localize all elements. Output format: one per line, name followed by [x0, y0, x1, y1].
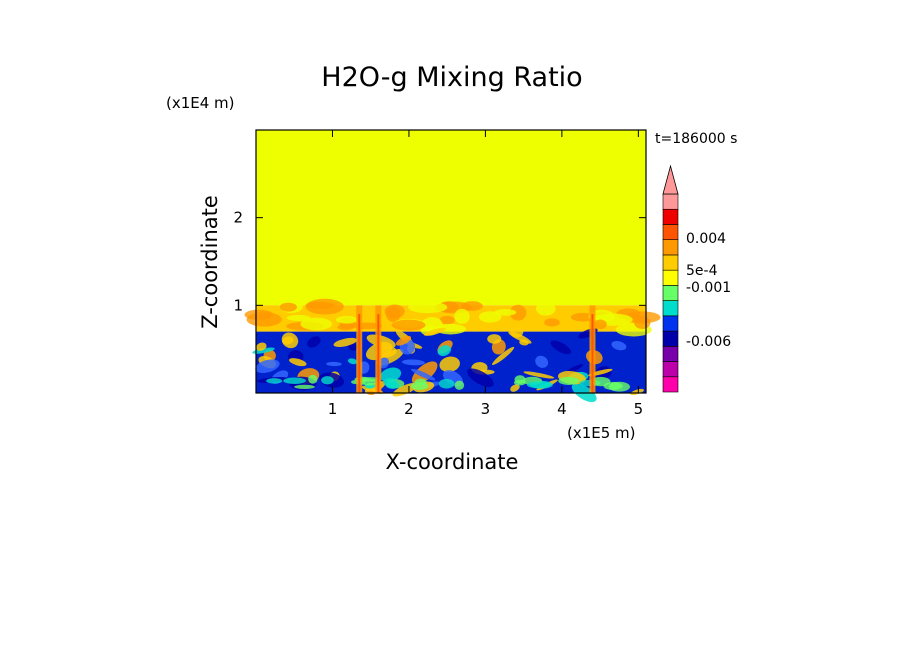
texture-blob: [333, 337, 358, 347]
texture-swirl: [300, 317, 333, 331]
texture-surface: [321, 376, 334, 385]
texture-blob: [467, 368, 494, 388]
texture-surface: [454, 380, 465, 390]
texture-blob: [510, 384, 520, 392]
texture-surface: [414, 378, 427, 386]
colorbar-swatch: [662, 346, 679, 362]
chart-title: H2O-g Mixing Ratio: [321, 62, 582, 93]
texture-surface: [283, 377, 307, 384]
texture-blob: [255, 342, 267, 351]
texture-swirl: [535, 301, 556, 316]
texture-swirl: [634, 316, 651, 330]
x-tick-label: 4: [557, 400, 567, 418]
x-scale-label: (x1E5 m): [567, 424, 636, 442]
texture-blob: [411, 368, 436, 381]
colorbar-swatch: [662, 361, 679, 378]
y-tick-label: 1: [233, 296, 243, 314]
plume-core: [358, 314, 361, 393]
colorbar-swatch: [662, 208, 679, 225]
y-axis-label: Z-coordinate: [198, 195, 222, 329]
time-label: t=186000 s: [655, 131, 737, 147]
colorbar-swatch: [662, 193, 679, 210]
texture-blob: [401, 359, 426, 366]
texture-blob: [395, 335, 412, 346]
texture-swirl: [279, 302, 297, 312]
texture-surface: [590, 376, 611, 387]
texture-surface: [294, 384, 315, 389]
texture-surface: [266, 378, 283, 384]
texture-surface: [308, 374, 318, 384]
texture-swirl: [408, 301, 448, 314]
plot-frame: [255, 129, 647, 394]
texture-swirl: [384, 304, 405, 319]
texture-swirl: [305, 301, 335, 309]
texture-surface: [513, 379, 526, 386]
texture-blob: [487, 334, 502, 344]
y-axis: 12: [233, 209, 646, 314]
texture-swirl: [544, 318, 560, 327]
x-tick-label: 5: [634, 400, 644, 418]
texture-blob: [423, 327, 446, 336]
texture-blob: [282, 336, 294, 345]
x-axis-label: X-coordinate: [386, 450, 519, 474]
texture-swirl: [435, 323, 467, 335]
y-scale-label: (x1E4 m): [166, 94, 235, 112]
colorbar-swatch: [662, 300, 679, 317]
colorbar-swatch: [662, 315, 679, 332]
texture-swirl: [509, 304, 527, 321]
texture-swirl: [391, 319, 426, 331]
texture-swirl: [337, 323, 354, 331]
colorbar-swatch: [662, 330, 679, 347]
colorbar-label: -0.006: [686, 334, 731, 350]
texture-swirl: [454, 308, 470, 324]
texture-blob: [510, 326, 524, 338]
colorbar-swatch: [662, 224, 679, 240]
texture-blob: [611, 341, 627, 351]
texture-blob: [535, 355, 549, 368]
x-tick-label: 1: [328, 400, 338, 418]
texture-blob: [307, 336, 321, 348]
colorbar-label: 5e-4: [686, 263, 718, 279]
texture-blob: [252, 347, 275, 354]
texture-swirl: [478, 311, 502, 323]
colorbar-label: -0.001: [686, 280, 731, 296]
texture-surface: [526, 381, 551, 389]
y-tick-label: 2: [233, 209, 243, 227]
texture-blob: [380, 367, 402, 383]
texture-blob: [550, 340, 571, 355]
texture-blob: [255, 359, 280, 374]
colorbar-swatch: [662, 269, 679, 286]
colorbar: 0.004 5e-4-0.001 -0.006: [662, 164, 731, 393]
texture-swirl: [246, 312, 282, 327]
plot-area: [244, 130, 661, 403]
texture-blob: [492, 346, 515, 366]
texture-surface: [438, 378, 455, 389]
colorbar-label: 0.004: [686, 231, 726, 247]
plume-core: [591, 314, 594, 393]
texture-surface: [558, 376, 579, 385]
x-axis: 1 2 3 4 5: [328, 130, 643, 418]
colorbar-swatch: [662, 254, 679, 271]
texture-blob: [523, 371, 555, 379]
texture-swirl: [461, 301, 483, 311]
texture-swirl: [286, 314, 311, 321]
texture-surface: [385, 381, 400, 389]
colorbar-swatch: [662, 285, 679, 301]
texture-swirl: [336, 315, 358, 324]
texture-blob: [347, 358, 358, 365]
colorbar-swatch: [662, 376, 679, 393]
colorbar-swatch: [662, 239, 679, 256]
texture-blob: [289, 358, 307, 367]
texture-swirl: [439, 315, 455, 325]
texture-blob: [439, 356, 460, 373]
plume-core: [377, 314, 380, 393]
texture-blob: [326, 361, 342, 367]
colorbar-extend-arrow: [662, 164, 679, 195]
texture-swirl: [593, 319, 607, 330]
x-tick-label: 3: [481, 400, 491, 418]
texture-blob: [437, 345, 451, 357]
x-tick-label: 2: [404, 400, 414, 418]
layer-upper: [256, 130, 646, 306]
